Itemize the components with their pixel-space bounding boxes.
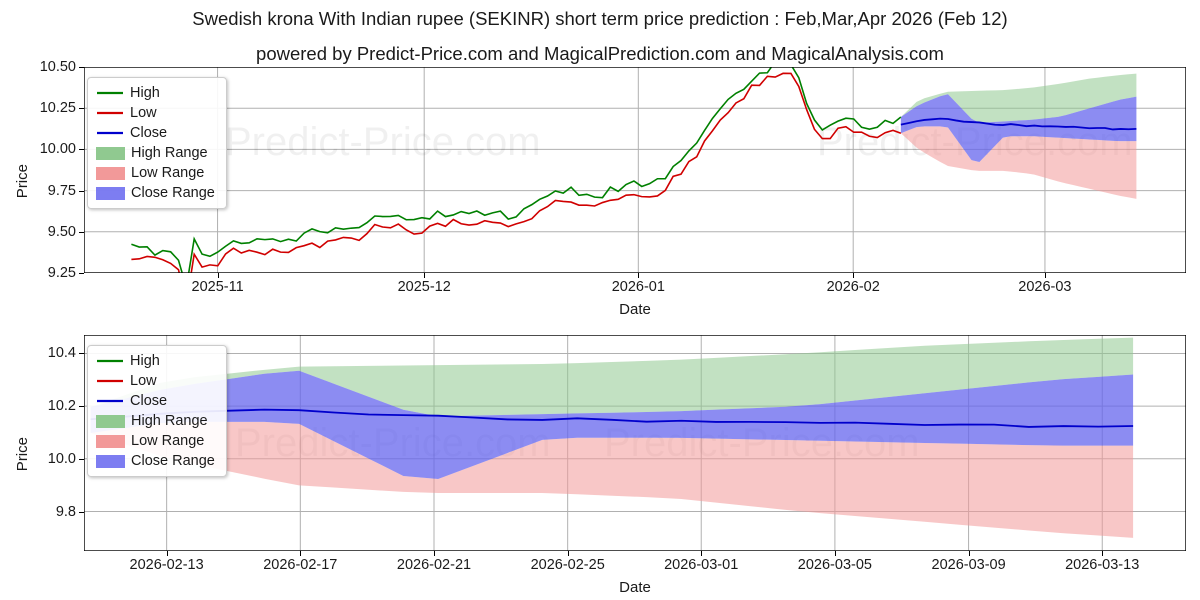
svg-text:Predict-Price.com: Predict-Price.com — [225, 120, 541, 164]
